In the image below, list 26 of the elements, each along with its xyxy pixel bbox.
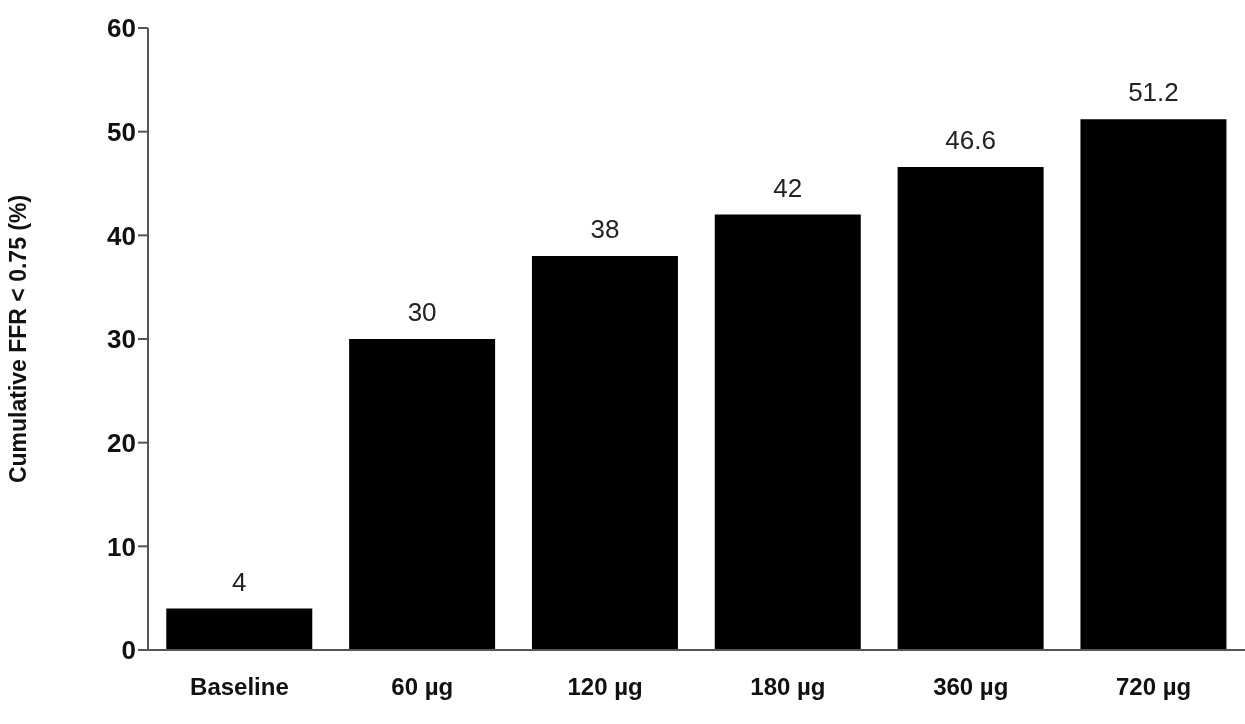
bar [714, 214, 861, 650]
data-label: 46.6 [945, 124, 996, 155]
y-tick-label: 30 [107, 324, 136, 355]
data-label: 38 [590, 214, 620, 245]
y-tick-label: 20 [107, 427, 136, 458]
bar [166, 608, 313, 650]
y-tick-label: 40 [107, 220, 136, 251]
bar [349, 339, 496, 650]
data-label: 51.2 [1128, 77, 1179, 108]
y-axis-title: Cumulative FFR < 0.75 (%) [5, 194, 32, 484]
bar [531, 256, 678, 650]
y-tick-label: 60 [107, 13, 136, 44]
x-tick-label: 180 µg [750, 673, 826, 701]
x-tick-label: 120 µg [567, 673, 643, 701]
x-tick-label: Baseline [190, 673, 289, 701]
y-tick-label: 10 [107, 531, 136, 562]
data-label: 42 [773, 172, 803, 203]
x-tick-label: 360 µg [933, 673, 1009, 701]
data-label: 30 [407, 297, 437, 327]
bar [1080, 119, 1227, 650]
y-tick-label: 0 [121, 635, 136, 666]
y-tick-label: 50 [107, 116, 136, 147]
bar [897, 166, 1044, 650]
x-tick-label: 60 µg [391, 673, 454, 701]
data-label: 4 [232, 566, 247, 597]
x-tick-label: 720 µg [1115, 673, 1192, 701]
